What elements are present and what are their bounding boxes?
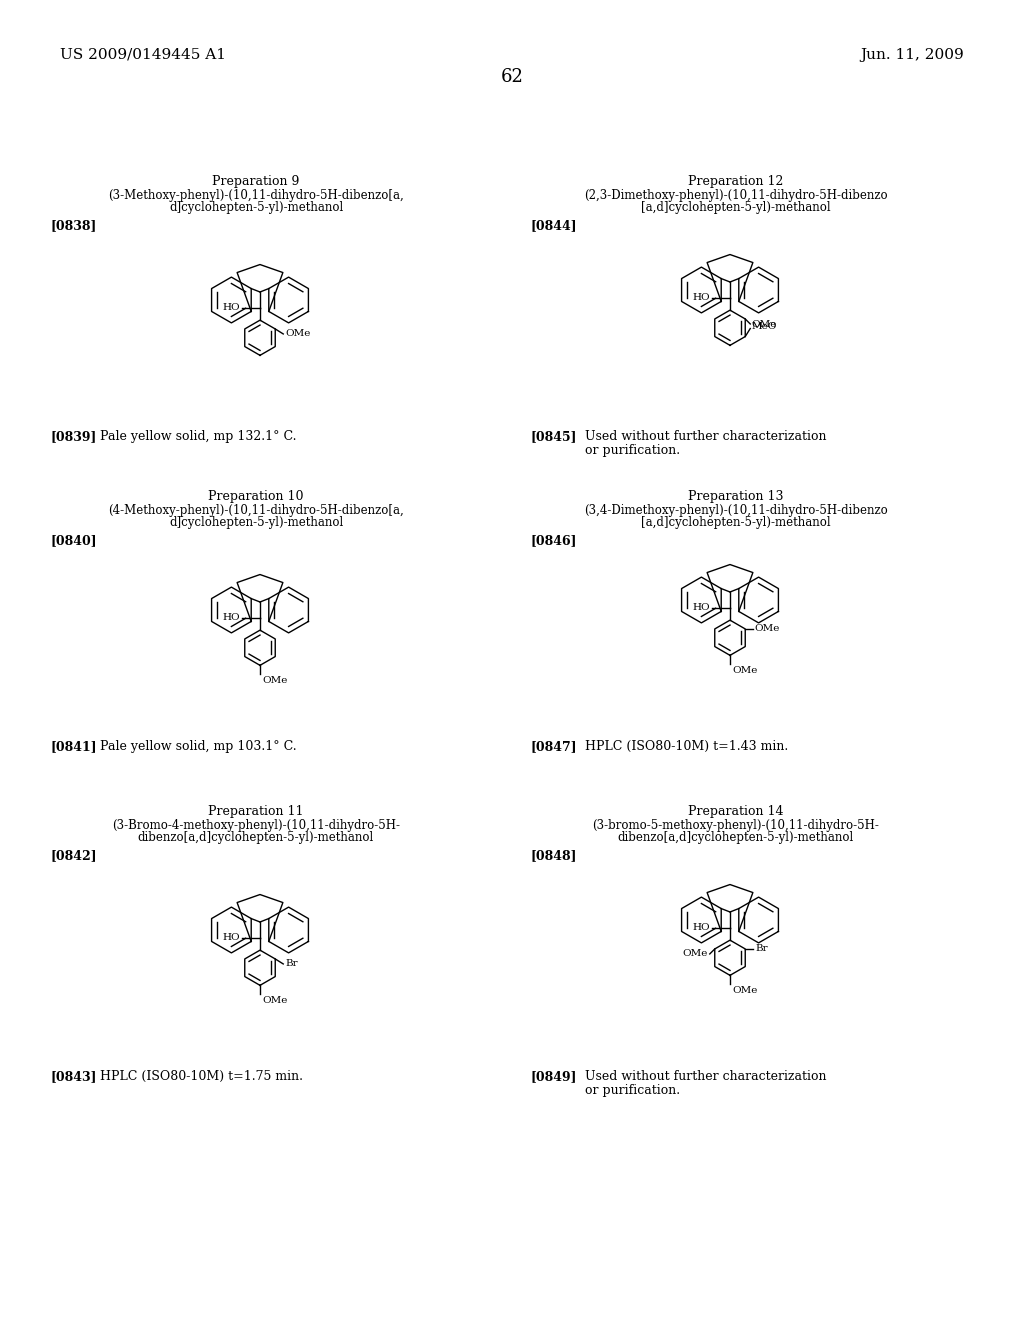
- Text: [0844]: [0844]: [530, 219, 577, 232]
- Text: [a,d]cyclohepten-5-yl)-methanol: [a,d]cyclohepten-5-yl)-methanol: [641, 516, 830, 529]
- Text: [0845]: [0845]: [530, 430, 577, 444]
- Text: [0847]: [0847]: [530, 741, 577, 752]
- Text: [0842]: [0842]: [50, 849, 96, 862]
- Text: (4-Methoxy-phenyl)-(10,11-dihydro-5H-dibenzo[a,: (4-Methoxy-phenyl)-(10,11-dihydro-5H-dib…: [109, 504, 403, 517]
- Text: Preparation 10: Preparation 10: [208, 490, 304, 503]
- Text: [0840]: [0840]: [50, 535, 96, 546]
- Text: Preparation 11: Preparation 11: [208, 805, 304, 818]
- Text: dibenzo[a,d]cyclohepten-5-yl)-methanol: dibenzo[a,d]cyclohepten-5-yl)-methanol: [138, 832, 374, 843]
- Text: HO: HO: [223, 933, 241, 942]
- Text: Preparation 13: Preparation 13: [688, 490, 783, 503]
- Text: (2,3-Dimethoxy-phenyl)-(10,11-dihydro-5H-dibenzo: (2,3-Dimethoxy-phenyl)-(10,11-dihydro-5H…: [584, 189, 888, 202]
- Text: [0849]: [0849]: [530, 1071, 577, 1082]
- Text: (3-bromo-5-methoxy-phenyl)-(10,11-dihydro-5H-: (3-bromo-5-methoxy-phenyl)-(10,11-dihydr…: [593, 818, 880, 832]
- Text: HPLC (ISO80-10M) t=1.75 min.: HPLC (ISO80-10M) t=1.75 min.: [100, 1071, 303, 1082]
- Text: [0839]: [0839]: [50, 430, 96, 444]
- Text: (3-Methoxy-phenyl)-(10,11-dihydro-5H-dibenzo[a,: (3-Methoxy-phenyl)-(10,11-dihydro-5H-dib…: [109, 189, 403, 202]
- Text: d]cyclohepten-5-yl)-methanol: d]cyclohepten-5-yl)-methanol: [169, 201, 343, 214]
- Text: dibenzo[a,d]cyclohepten-5-yl)-methanol: dibenzo[a,d]cyclohepten-5-yl)-methanol: [617, 832, 854, 843]
- Text: HO: HO: [693, 603, 711, 612]
- Text: Pale yellow solid, mp 103.1° C.: Pale yellow solid, mp 103.1° C.: [100, 741, 297, 752]
- Text: HO: HO: [223, 304, 241, 313]
- Text: (3,4-Dimethoxy-phenyl)-(10,11-dihydro-5H-dibenzo: (3,4-Dimethoxy-phenyl)-(10,11-dihydro-5H…: [584, 504, 888, 517]
- Text: OMe: OMe: [262, 676, 288, 685]
- Text: Br: Br: [286, 960, 298, 969]
- Text: [0838]: [0838]: [50, 219, 96, 232]
- Text: or purification.: or purification.: [585, 444, 680, 457]
- Text: OMe: OMe: [732, 986, 758, 995]
- Text: [0846]: [0846]: [530, 535, 577, 546]
- Text: Preparation 9: Preparation 9: [212, 176, 300, 187]
- Text: Used without further characterization: Used without further characterization: [585, 430, 826, 444]
- Text: or purification.: or purification.: [585, 1084, 680, 1097]
- Text: [0843]: [0843]: [50, 1071, 96, 1082]
- Text: [0841]: [0841]: [50, 741, 96, 752]
- Text: Used without further characterization: Used without further characterization: [585, 1071, 826, 1082]
- Text: US 2009/0149445 A1: US 2009/0149445 A1: [60, 48, 226, 62]
- Text: OMe: OMe: [732, 667, 758, 675]
- Text: 62: 62: [501, 69, 523, 86]
- Text: MeO: MeO: [752, 322, 776, 331]
- Text: HO: HO: [693, 293, 711, 302]
- Text: HO: HO: [223, 614, 241, 622]
- Text: OMe: OMe: [752, 321, 776, 330]
- Text: HPLC (ISO80-10M) t=1.43 min.: HPLC (ISO80-10M) t=1.43 min.: [585, 741, 788, 752]
- Text: OMe: OMe: [262, 997, 288, 1005]
- Text: Preparation 14: Preparation 14: [688, 805, 783, 818]
- Text: OMe: OMe: [682, 949, 708, 958]
- Text: [a,d]cyclohepten-5-yl)-methanol: [a,d]cyclohepten-5-yl)-methanol: [641, 201, 830, 214]
- Text: OMe: OMe: [286, 330, 310, 338]
- Text: Br: Br: [756, 944, 768, 953]
- Text: (3-Bromo-4-methoxy-phenyl)-(10,11-dihydro-5H-: (3-Bromo-4-methoxy-phenyl)-(10,11-dihydr…: [112, 818, 400, 832]
- Text: d]cyclohepten-5-yl)-methanol: d]cyclohepten-5-yl)-methanol: [169, 516, 343, 529]
- Text: [0848]: [0848]: [530, 849, 577, 862]
- Text: Preparation 12: Preparation 12: [688, 176, 783, 187]
- Text: Jun. 11, 2009: Jun. 11, 2009: [860, 48, 964, 62]
- Text: Pale yellow solid, mp 132.1° C.: Pale yellow solid, mp 132.1° C.: [100, 430, 297, 444]
- Text: OMe: OMe: [755, 624, 779, 634]
- Text: HO: HO: [693, 923, 711, 932]
